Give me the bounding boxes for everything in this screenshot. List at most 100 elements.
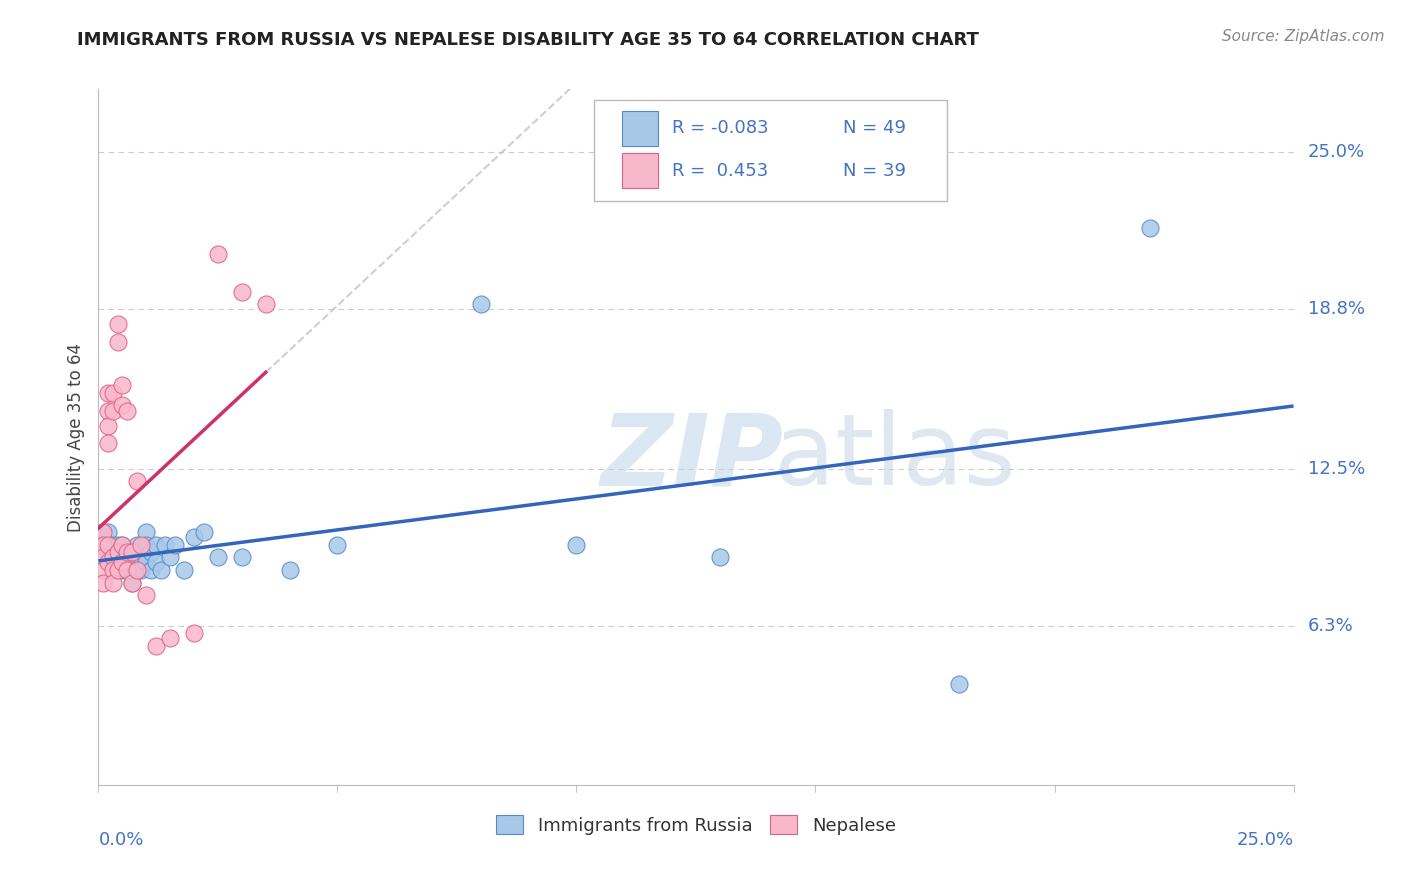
Point	[101, 563, 124, 577]
Point	[115, 545, 138, 559]
Point	[111, 378, 134, 392]
Point	[121, 545, 143, 559]
Point	[115, 550, 138, 565]
Point	[231, 285, 253, 299]
Point	[131, 550, 153, 565]
Point	[145, 639, 167, 653]
Point	[97, 545, 120, 559]
Point	[207, 246, 229, 260]
Point	[111, 563, 134, 577]
Point	[101, 550, 124, 565]
Point	[159, 550, 181, 565]
FancyBboxPatch shape	[621, 112, 658, 146]
Point	[97, 524, 120, 539]
Point	[91, 524, 114, 539]
Point	[107, 545, 129, 559]
Point	[135, 538, 157, 552]
Point	[183, 626, 205, 640]
Point	[111, 555, 134, 569]
Point	[121, 575, 143, 590]
Point	[254, 297, 277, 311]
Point	[107, 335, 129, 350]
Point	[97, 538, 120, 552]
Point	[121, 575, 143, 590]
Point	[101, 403, 124, 417]
Point	[193, 524, 215, 539]
Point	[326, 538, 349, 552]
Point	[139, 563, 162, 577]
Point	[111, 399, 134, 413]
Text: 18.8%: 18.8%	[1308, 301, 1365, 318]
Text: 6.3%: 6.3%	[1308, 616, 1354, 634]
Point	[125, 563, 148, 577]
Point	[125, 550, 148, 565]
Point	[91, 538, 114, 552]
FancyBboxPatch shape	[595, 100, 948, 201]
Point	[135, 555, 157, 569]
Point	[131, 538, 153, 552]
Point	[97, 418, 120, 433]
Point	[97, 403, 120, 417]
Text: R = -0.083: R = -0.083	[672, 120, 769, 137]
Legend: Immigrants from Russia, Nepalese: Immigrants from Russia, Nepalese	[489, 808, 903, 842]
Point	[107, 538, 129, 552]
Point	[111, 538, 134, 552]
Point	[145, 538, 167, 552]
Point	[125, 538, 148, 552]
Point	[107, 563, 129, 577]
Point	[107, 550, 129, 565]
Point	[97, 555, 120, 569]
Point	[131, 563, 153, 577]
Point	[115, 563, 138, 577]
Text: N = 39: N = 39	[844, 161, 905, 180]
Point	[1139, 221, 1161, 235]
FancyBboxPatch shape	[621, 153, 658, 188]
Point	[278, 563, 301, 577]
Point	[470, 297, 492, 311]
Point	[115, 563, 138, 577]
Point	[91, 524, 114, 539]
Point	[183, 530, 205, 544]
Point	[111, 550, 134, 565]
Point	[91, 563, 114, 577]
Point	[709, 550, 731, 565]
Point	[948, 677, 970, 691]
Point	[145, 555, 167, 569]
Text: ZIP: ZIP	[600, 409, 783, 507]
Point	[207, 550, 229, 565]
Point	[91, 550, 114, 565]
Point	[107, 555, 129, 569]
Point	[125, 563, 148, 577]
Point	[231, 550, 253, 565]
Point	[155, 538, 177, 552]
Text: atlas: atlas	[773, 409, 1015, 507]
Point	[135, 524, 157, 539]
Point	[111, 545, 134, 559]
Point	[97, 385, 120, 400]
Point	[565, 538, 588, 552]
Point	[91, 575, 114, 590]
Text: N = 49: N = 49	[844, 120, 905, 137]
Point	[101, 575, 124, 590]
Y-axis label: Disability Age 35 to 64: Disability Age 35 to 64	[66, 343, 84, 532]
Text: 25.0%: 25.0%	[1236, 830, 1294, 848]
Point	[159, 631, 181, 645]
Text: 0.0%: 0.0%	[98, 830, 143, 848]
Point	[173, 563, 195, 577]
Point	[115, 403, 138, 417]
Point	[101, 538, 124, 552]
Text: Source: ZipAtlas.com: Source: ZipAtlas.com	[1222, 29, 1385, 44]
Point	[163, 538, 186, 552]
Text: R =  0.453: R = 0.453	[672, 161, 768, 180]
Text: 25.0%: 25.0%	[1308, 144, 1365, 161]
Point	[125, 475, 148, 489]
Point	[149, 563, 172, 577]
Point	[111, 555, 134, 569]
Point	[111, 538, 134, 552]
Point	[121, 563, 143, 577]
Point	[115, 555, 138, 569]
Text: 12.5%: 12.5%	[1308, 459, 1365, 478]
Text: IMMIGRANTS FROM RUSSIA VS NEPALESE DISABILITY AGE 35 TO 64 CORRELATION CHART: IMMIGRANTS FROM RUSSIA VS NEPALESE DISAB…	[77, 31, 979, 49]
Point	[101, 385, 124, 400]
Point	[97, 436, 120, 450]
